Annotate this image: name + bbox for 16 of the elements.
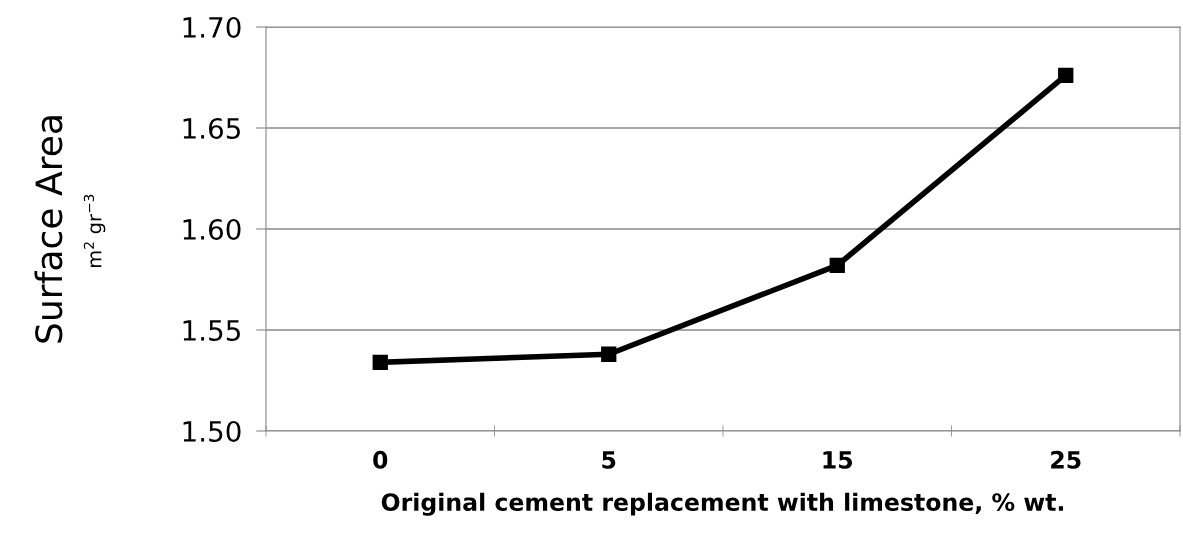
y-axis-title: Surface Area: [34, 116, 63, 343]
y-tick-label: 1.70: [183, 16, 241, 38]
y-tick-label: 1.65: [183, 117, 240, 139]
y-tick-label: 1.60: [183, 218, 241, 240]
x-tick-label: 0: [373, 450, 388, 469]
point: [1058, 67, 1074, 84]
y-tick-label: 1.50: [183, 420, 241, 442]
x-tick-label: 15: [823, 451, 853, 469]
x-tick-label: 5: [602, 451, 616, 469]
x-axis-title: Original cement replacement with limestone, % wt.: [381, 492, 1064, 516]
point: [601, 346, 617, 362]
x-tick-label: 25: [1051, 450, 1081, 469]
y-tick-label: 1.55: [183, 320, 240, 341]
text: m$^{2}$ gr$^{−3}$: [83, 194, 106, 268]
point: [372, 354, 388, 370]
point: [829, 257, 845, 273]
